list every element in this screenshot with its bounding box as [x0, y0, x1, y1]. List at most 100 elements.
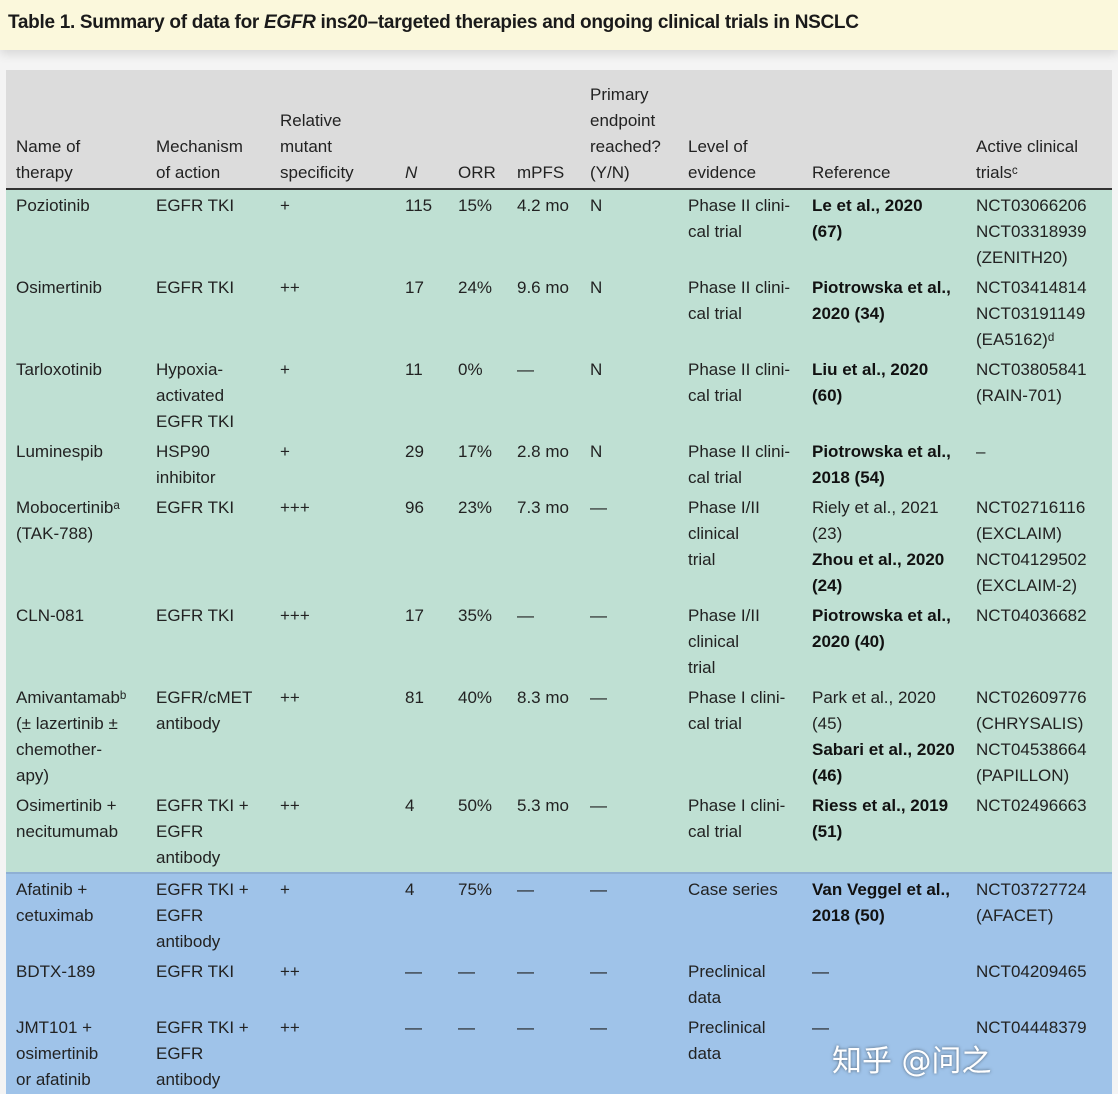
cell-evidence: Case series — [688, 872, 812, 956]
cell-evidence: Phase I clini- cal trial — [688, 682, 812, 790]
cell-specificity: ++ — [280, 956, 405, 1012]
cell-mpfs: 7.3 mo — [517, 492, 590, 600]
cell-reference: Park et al., 2020 (45) Sabari et al., 202… — [812, 682, 976, 790]
cell-endpoint: — — [590, 600, 688, 682]
table-row: Tarloxotinib Hypoxia- activated EGFR TKI +… — [6, 354, 1112, 436]
cell-n: — — [405, 956, 458, 1012]
cell-evidence: Phase II clini- cal trial — [688, 272, 812, 354]
cell-endpoint: — — [590, 872, 688, 956]
header-row: Name of therapy Mechanism of action Rela… — [6, 70, 1112, 190]
watermark: 知乎 @问之 — [832, 1044, 992, 1079]
reference-link: Sabari et al., 2020 (46) — [812, 740, 955, 785]
cell-reference: Piotrowska et al., 2018 (54) — [812, 436, 976, 492]
cell-mpfs: — — [517, 872, 590, 956]
cell-orr: 75% — [458, 872, 517, 956]
cell-trials: NCT03066206 NCT03318939 (ZENITH20) — [976, 189, 1112, 272]
cell-mpfs: 8.3 mo — [517, 682, 590, 790]
title-band: Table 1. Summary of data for EGFR ins20–… — [0, 0, 1118, 50]
table-row: Poziotinib EGFR TKI +115 15% 4.2 mo N Phase II… — [6, 189, 1112, 272]
table-row: Luminespib HSP90 inhibitor +29 17% 2.8 mo N Ph… — [6, 436, 1112, 492]
cell-mechanism: EGFR/cMET antibody — [156, 682, 280, 790]
header-n: N — [405, 70, 458, 190]
cell-reference: Piotrowska et al., 2020 (40) — [812, 600, 976, 682]
reference-link: Le et al., 2020 (67) — [812, 196, 923, 241]
cell-n: 81 — [405, 682, 458, 790]
cell-mpfs: 2.8 mo — [517, 436, 590, 492]
cell-orr: 50% — [458, 790, 517, 873]
cell-n: 4 — [405, 872, 458, 956]
cell-orr: — — [458, 956, 517, 1012]
reference-link: Van Veggel et al., 2018 (50) — [812, 880, 950, 925]
table-row: JMT101 + osimertinib or afatinib EGFR TKI… — [6, 1012, 1112, 1094]
cell-mpfs: 4.2 mo — [517, 189, 590, 272]
cell-mpfs: — — [517, 956, 590, 1012]
title-gene: EGFR — [263, 12, 316, 33]
cell-therapy: Osimertinib — [6, 272, 156, 354]
cell-therapy: Osimertinib + necitumumab — [6, 790, 156, 873]
cell-mpfs: — — [517, 354, 590, 436]
cell-therapy: Mobocertinibᵃ (TAK-788) — [6, 492, 156, 600]
cell-therapy: Tarloxotinib — [6, 354, 156, 436]
cell-specificity: +++ — [280, 600, 405, 682]
title-suffix: ins20–targeted therapies and ongoing cli… — [315, 12, 859, 33]
cell-orr: 15% — [458, 189, 517, 272]
cell-endpoint: — — [590, 790, 688, 873]
table-row: Osimertinib EGFR TKI ++ 17 24% 9.6 mo N Phase I… — [6, 272, 1112, 354]
cell-orr: 0% — [458, 354, 517, 436]
reference-link: Piotrowska et al., 2020 (40) — [812, 606, 951, 651]
table-body: Poziotinib EGFR TKI +115 15% 4.2 mo N Phase II… — [6, 189, 1112, 1094]
cell-endpoint: N — [590, 436, 688, 492]
cell-mpfs: — — [517, 600, 590, 682]
cell-endpoint: N — [590, 354, 688, 436]
cell-endpoint: — — [590, 1012, 688, 1094]
header-mpfs: mPFS — [517, 70, 590, 190]
cell-evidence: Preclinical data — [688, 1012, 812, 1094]
cell-reference: Van Veggel et al., 2018 (50) — [812, 872, 976, 956]
cell-n: 17 — [405, 600, 458, 682]
cell-reference: — — [812, 956, 976, 1012]
cell-trials: NCT03805841 (RAIN-701) — [976, 354, 1112, 436]
cell-trials: NCT04209465 — [976, 956, 1112, 1012]
cell-specificity: +++ — [280, 492, 405, 600]
cell-mechanism: EGFR TKI — [156, 272, 280, 354]
cell-therapy: JMT101 + osimertinib or afatinib — [6, 1012, 156, 1094]
cell-evidence: Phase I clini- cal trial — [688, 790, 812, 873]
therapy-table: Name of therapy Mechanism of action Rela… — [6, 70, 1112, 1094]
cell-n: 96 — [405, 492, 458, 600]
cell-therapy: Luminespib — [6, 436, 156, 492]
cell-therapy: CLN-081 — [6, 600, 156, 682]
cell-specificity: ++ — [280, 1012, 405, 1094]
cell-mechanism: Hypoxia- activated EGFR TKI — [156, 354, 280, 436]
cell-n: 17 — [405, 272, 458, 354]
header-therapy: Name of therapy — [6, 70, 156, 190]
cell-mechanism: EGFR TKI — [156, 956, 280, 1012]
cell-n: 115 — [405, 189, 458, 272]
cell-mechanism: EGFR TKI — [156, 189, 280, 272]
table-row: BDTX-189 EGFR TKI ++ — — — — Preclinical data — N… — [6, 956, 1112, 1012]
cell-trials: NCT04448379 — [976, 1012, 1112, 1094]
reference-link: Park et al., 2020 (45) — [812, 688, 936, 733]
cell-evidence: Phase II clini- cal trial — [688, 354, 812, 436]
table-row: Mobocertinibᵃ (TAK-788) EGFR TKI +++ 96 23% 7… — [6, 492, 1112, 600]
cell-trials: NCT03414814 NCT03191149 (EA5162)ᵈ — [976, 272, 1112, 354]
table-row: Afatinib + cetuximab EGFR TKI + EGFR anti… — [6, 872, 1112, 956]
cell-mpfs: 5.3 mo — [517, 790, 590, 873]
cell-n: 11 — [405, 354, 458, 436]
cell-evidence: Phase II clini- cal trial — [688, 436, 812, 492]
reference-link: Piotrowska et al., 2018 (54) — [812, 442, 951, 487]
cell-orr: 24% — [458, 272, 517, 354]
cell-therapy: BDTX-189 — [6, 956, 156, 1012]
cell-evidence: Phase I/II clinical trial — [688, 600, 812, 682]
cell-orr: 23% — [458, 492, 517, 600]
cell-endpoint: — — [590, 492, 688, 600]
cell-n: 4 — [405, 790, 458, 873]
table-title: Table 1. Summary of data for EGFR ins20–… — [8, 12, 859, 34]
cell-evidence: Phase I/II clinical trial — [688, 492, 812, 600]
cell-reference: Riess et al., 2019 (51) — [812, 790, 976, 873]
cell-endpoint: — — [590, 682, 688, 790]
cell-specificity: ++ — [280, 682, 405, 790]
cell-mpfs: 9.6 mo — [517, 272, 590, 354]
header-specificity: Relative mutant specificity — [280, 70, 405, 190]
cell-orr: 35% — [458, 600, 517, 682]
cell-mechanism: EGFR TKI + EGFR antibody — [156, 872, 280, 956]
